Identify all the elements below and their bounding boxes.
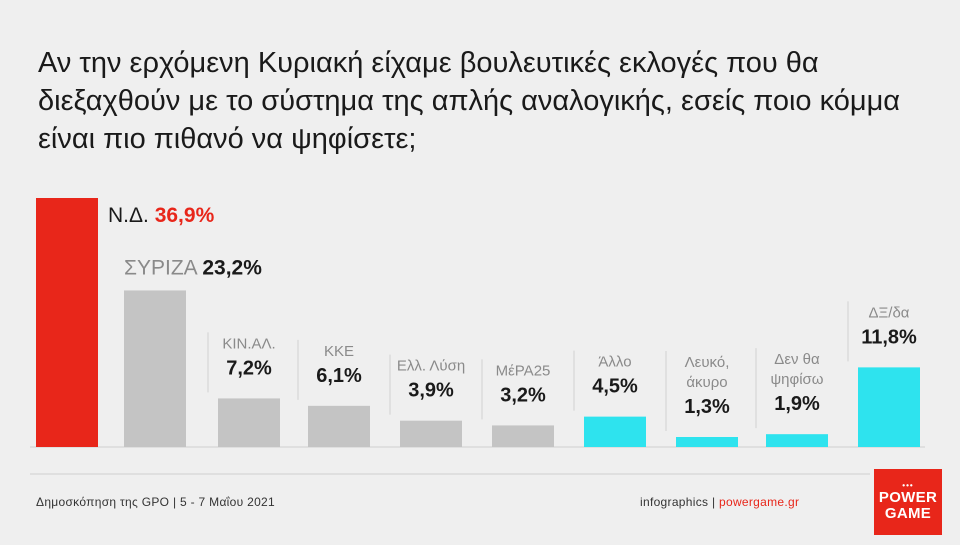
value-label-9: 11,8% xyxy=(861,326,917,348)
bar-label-0: Ν.Δ. 36,9% xyxy=(108,204,215,227)
value-label-3: 6,1% xyxy=(316,365,362,387)
category-label-8-line-1: ψηφίσω xyxy=(770,371,823,388)
value-label-2: 7,2% xyxy=(226,357,272,379)
bar-6 xyxy=(584,416,646,447)
category-label-0: Ν.Δ. xyxy=(108,204,155,227)
category-label-5: ΜέΡΑ25 xyxy=(496,362,551,379)
value-label-1: 23,2% xyxy=(202,256,262,279)
value-label-6: 4,5% xyxy=(592,376,638,398)
category-label-3: ΚΚΕ xyxy=(324,343,354,360)
value-label-0: 36,9% xyxy=(155,204,215,227)
category-label-4: Ελλ. Λύση xyxy=(397,358,465,375)
bar-7 xyxy=(676,437,738,447)
category-label-1: ΣΥΡΙΖΑ xyxy=(124,256,202,279)
category-label-8-line-0: Δεν θα xyxy=(774,351,820,368)
category-label-7-line-1: άκυρο xyxy=(686,374,727,391)
value-label-8: 1,9% xyxy=(774,393,820,415)
bar-0 xyxy=(36,198,98,447)
bar-5 xyxy=(492,425,554,447)
bar-4 xyxy=(400,420,462,447)
value-label-5: 3,2% xyxy=(500,384,546,406)
logo-line-2: GAME xyxy=(884,505,932,522)
bar-1 xyxy=(124,290,186,447)
bar-9 xyxy=(858,367,920,447)
credit-note: infographics | powergame.gr xyxy=(640,495,799,509)
category-label-7-line-0: Λευκό, xyxy=(685,354,730,371)
category-label-2: ΚΙΝ.ΑΛ. xyxy=(222,335,275,352)
bar-8 xyxy=(766,434,828,447)
chart-title: Αν την ερχόμενη Κυριακή είχαμε βουλευτικ… xyxy=(38,47,901,155)
category-label-9: ΔΞ/δα xyxy=(869,304,910,321)
bar-2 xyxy=(218,398,280,447)
category-label-6: Άλλο xyxy=(598,354,631,371)
bar-3 xyxy=(308,405,370,447)
source-note: Δημοσκόπηση της GPO | 5 - 7 Μαΐου 2021 xyxy=(36,495,276,509)
bar-label-1: ΣΥΡΙΖΑ 23,2% xyxy=(124,256,262,279)
bar-chart: Ν.Δ. 36,9% ΣΥΡΙΖΑ 23,2% 7,2% ΚΙΝ.ΑΛ. 6,1% ΚΚΕ… xyxy=(30,198,925,475)
credit-prefix: infographics | xyxy=(640,495,719,509)
logo-line-1: POWER xyxy=(878,489,938,506)
value-label-4: 3,9% xyxy=(408,380,454,402)
value-label-7: 1,3% xyxy=(684,396,730,418)
credit-site-link[interactable]: powergame.gr xyxy=(719,495,800,509)
logo-dots: ••• xyxy=(902,481,914,490)
powergame-logo[interactable]: ••• POWER GAME xyxy=(874,469,942,535)
